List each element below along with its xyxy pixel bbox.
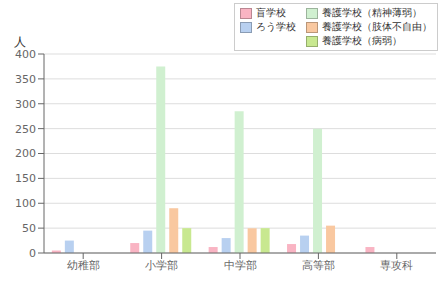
svg-text:高等部: 高等部 (302, 259, 335, 272)
html-text:盲学校: 盲学校 (256, 7, 286, 18)
svg-text:400: 400 (15, 48, 36, 61)
svg-text:300: 300 (15, 98, 36, 111)
html-text:養護学校（病弱）: 養護学校（病弱） (322, 35, 402, 46)
svg-text:250: 250 (15, 123, 36, 136)
svg-text:幼稚部: 幼稚部 (67, 259, 100, 272)
svg-text:0: 0 (29, 247, 36, 260)
svg-text:200: 200 (15, 147, 36, 160)
svg-text:専攻科: 専攻科 (380, 259, 413, 272)
svg-text:50: 50 (22, 222, 36, 235)
html-text:養護学校（肢体不自由）: 養護学校（肢体不自由） (322, 21, 432, 32)
html-text:人: 人 (14, 35, 26, 49)
svg-text:350: 350 (15, 73, 36, 86)
html-text:養護学校（精神薄弱）: 養護学校（精神薄弱） (322, 7, 422, 18)
svg-text:中学部: 中学部 (224, 259, 257, 272)
svg-text:150: 150 (15, 172, 36, 185)
svg-text:小学部: 小学部 (145, 259, 178, 272)
svg-text:100: 100 (15, 197, 36, 210)
html-text:ろう学校: ろう学校 (256, 21, 296, 32)
